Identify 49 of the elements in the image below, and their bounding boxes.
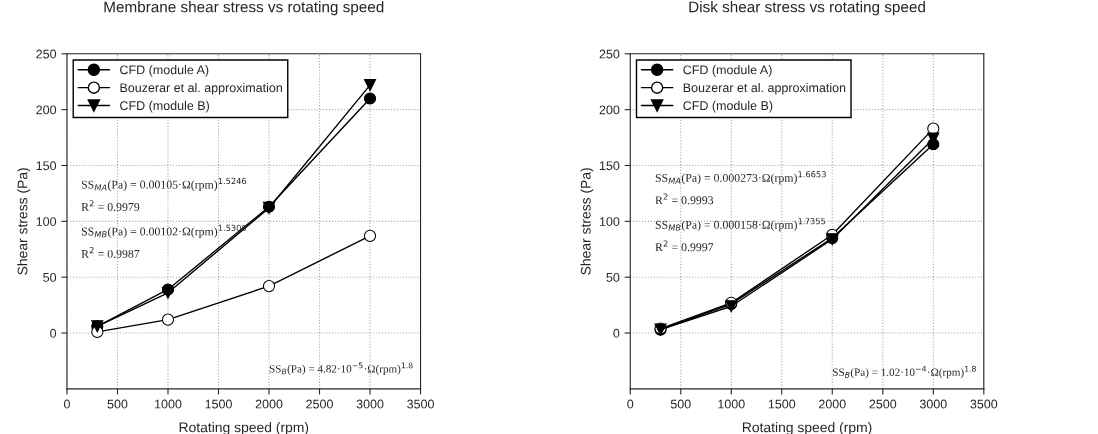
annotation: SS$_{B}$(Pa) = 1.02·10$^{−4}$·Ω(rpm)$^{1.8}$ xyxy=(833,365,976,379)
y-tick-label: 150 xyxy=(599,161,620,171)
y-tick-label: 50 xyxy=(43,272,57,282)
annotation: R$^{2}$ = 0.9987 xyxy=(81,247,140,258)
x-tick-label: 1000 xyxy=(718,399,745,409)
annotation: R$^{2}$ = 0.9979 xyxy=(81,200,140,211)
x-tick-label: 3000 xyxy=(356,399,384,409)
x-tick-label: 3500 xyxy=(970,399,998,409)
legend-label: CFD (module A) xyxy=(683,65,772,77)
y-tick-label: 200 xyxy=(36,105,57,115)
x-tick-label: 500 xyxy=(107,399,128,409)
y-tick-label: 100 xyxy=(36,217,57,226)
annotation: SS$_{B}$(Pa) = 4.82·10$^{−5}$·Ω(rpm)$^{1.8}$ xyxy=(269,362,413,375)
y-tick-label: 0 xyxy=(613,328,620,338)
legend-label: Bouzerar et al. approximation xyxy=(120,82,282,95)
x-tick-label: 0 xyxy=(627,399,634,409)
x-tick-label: 1500 xyxy=(768,399,796,409)
x-axis-title: Rotating speed (rpm) xyxy=(179,422,309,434)
y-axis-title: Shear stress (Pa) xyxy=(17,168,31,275)
chart-title: Disk shear stress vs rotating speed xyxy=(689,1,925,16)
x-axis-title: Rotating speed (rpm) xyxy=(742,422,872,434)
y-tick-label: 100 xyxy=(599,217,620,226)
x-tick-label: 1500 xyxy=(205,399,232,409)
legend-label: CFD (module B) xyxy=(120,100,209,113)
x-tick-label: 2500 xyxy=(306,399,333,409)
annotation: SS$_{MA}$(Pa) = 0.000273·Ω(rpm)$^{1.6653}$ xyxy=(655,171,826,185)
y-tick-label: 50 xyxy=(606,272,620,282)
x-tick-label: 1000 xyxy=(155,399,182,409)
x-tick-label: 2000 xyxy=(819,399,846,409)
x-tick-label: 3000 xyxy=(919,399,947,409)
x-tick-label: 2000 xyxy=(255,399,283,409)
x-tick-label: 2500 xyxy=(869,399,897,409)
y-tick-label: 250 xyxy=(36,49,57,59)
legend-label: CFD (module A) xyxy=(120,65,209,77)
legend-label: CFD (module B) xyxy=(683,100,773,113)
annotation: R$^{2}$ = 0.9993 xyxy=(655,193,714,205)
x-tick-label: 3500 xyxy=(407,399,434,409)
y-axis-title: Shear stress (Pa) xyxy=(580,168,594,275)
x-tick-label: 0 xyxy=(63,399,70,409)
x-tick-label: 500 xyxy=(670,399,691,409)
annotation: SS$_{MB}$(Pa) = 0.000158·Ω(rpm)$^{1.7355}$ xyxy=(655,218,826,232)
chart-title: Membrane shear stress vs rotating speed xyxy=(104,1,384,16)
y-tick-label: 150 xyxy=(36,161,57,171)
y-tick-label: 250 xyxy=(599,49,620,59)
y-tick-label: 200 xyxy=(599,105,620,115)
annotation: SS$_{MA}$(Pa) = 0.00105·Ω(rpm)$^{1.5246}$ xyxy=(81,177,247,191)
legend-label: Bouzerar et al. approximation xyxy=(683,82,846,95)
y-tick-label: 0 xyxy=(50,328,57,338)
annotation: R$^{2}$ = 0.9997 xyxy=(655,240,714,252)
